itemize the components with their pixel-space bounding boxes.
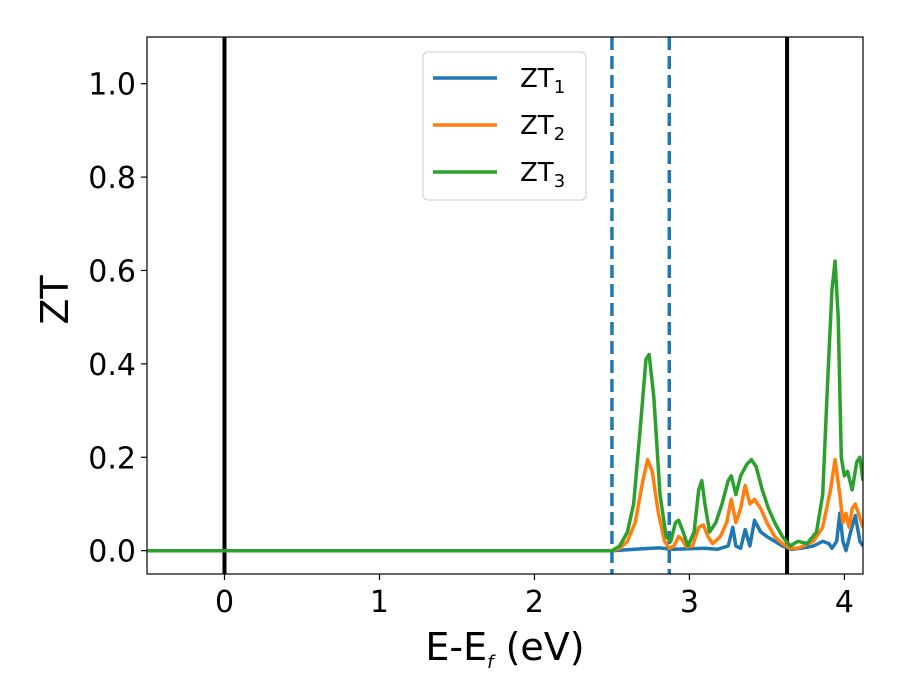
y-axis-label: ZT bbox=[33, 275, 77, 325]
y-tick-label: 1.0 bbox=[88, 68, 136, 103]
y-tick-label: 0.8 bbox=[88, 161, 136, 196]
series-line-zt3 bbox=[147, 259, 863, 553]
x-tick-label: 4 bbox=[835, 585, 854, 620]
series-line-zt1 bbox=[147, 511, 863, 553]
x-tick-label: 1 bbox=[370, 585, 389, 620]
y-tick-label: 0.6 bbox=[88, 254, 136, 289]
x-tick-label: 0 bbox=[215, 585, 234, 620]
legend-label-zt1: ZT1 bbox=[520, 64, 565, 98]
series-lines bbox=[147, 259, 863, 553]
series-line-zt2 bbox=[147, 457, 863, 553]
y-axis: 0.0 0.2 0.4 0.6 0.8 1.0 bbox=[88, 68, 147, 570]
y-tick-label: 0.0 bbox=[88, 535, 136, 570]
legend-label-zt3: ZT3 bbox=[520, 158, 565, 192]
legend-box bbox=[422, 51, 587, 201]
plot-frame bbox=[146, 36, 864, 575]
x-tick-label: 2 bbox=[525, 585, 544, 620]
vertical-reference-lines bbox=[222, 37, 790, 574]
x-axis: 0 1 2 3 4 bbox=[215, 574, 854, 620]
x-axis-label: E-Ef (eV) bbox=[425, 625, 584, 673]
legend: ZT1 ZT2 ZT3 bbox=[422, 51, 587, 201]
y-tick-label: 0.4 bbox=[88, 348, 136, 383]
y-tick-label: 0.2 bbox=[88, 441, 136, 476]
x-tick-label: 3 bbox=[680, 585, 699, 620]
legend-label-zt2: ZT2 bbox=[520, 111, 565, 145]
